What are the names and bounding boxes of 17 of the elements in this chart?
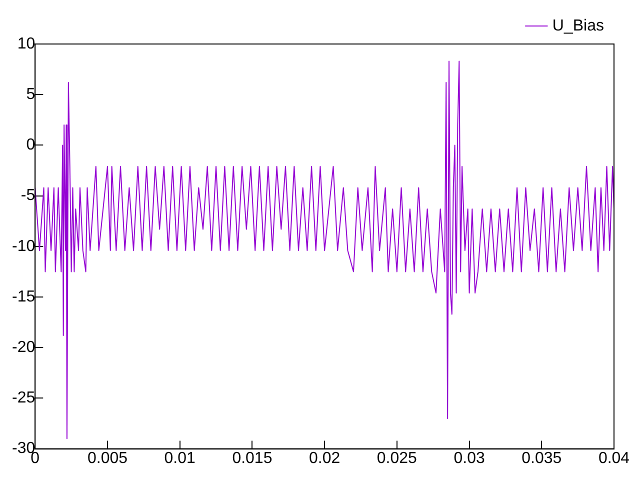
x-tick-label: 0.005 xyxy=(87,450,128,467)
y-tick-label: -15 xyxy=(12,288,36,306)
y-tick-label: 0 xyxy=(26,136,36,154)
y-tick-label: -10 xyxy=(12,238,36,255)
legend-label: U_Bias xyxy=(552,17,604,34)
x-tick-label: 0.015 xyxy=(232,450,272,467)
y-tick-label: -25 xyxy=(12,390,36,407)
x-tick-label: 0.02 xyxy=(308,450,340,467)
x-tick-label: 0.01 xyxy=(164,450,196,467)
x-tick-label: 0.04 xyxy=(598,450,630,467)
x-tick-label: 0.03 xyxy=(454,450,485,467)
x-tick-label: 0.025 xyxy=(376,450,418,467)
x-tick-label: 0.035 xyxy=(522,450,562,467)
y-tick-label: 10 xyxy=(17,35,36,52)
y-tick-label: -20 xyxy=(12,339,36,356)
y-tick-label: 5 xyxy=(26,86,36,104)
y-tick-label: -5 xyxy=(20,187,36,204)
